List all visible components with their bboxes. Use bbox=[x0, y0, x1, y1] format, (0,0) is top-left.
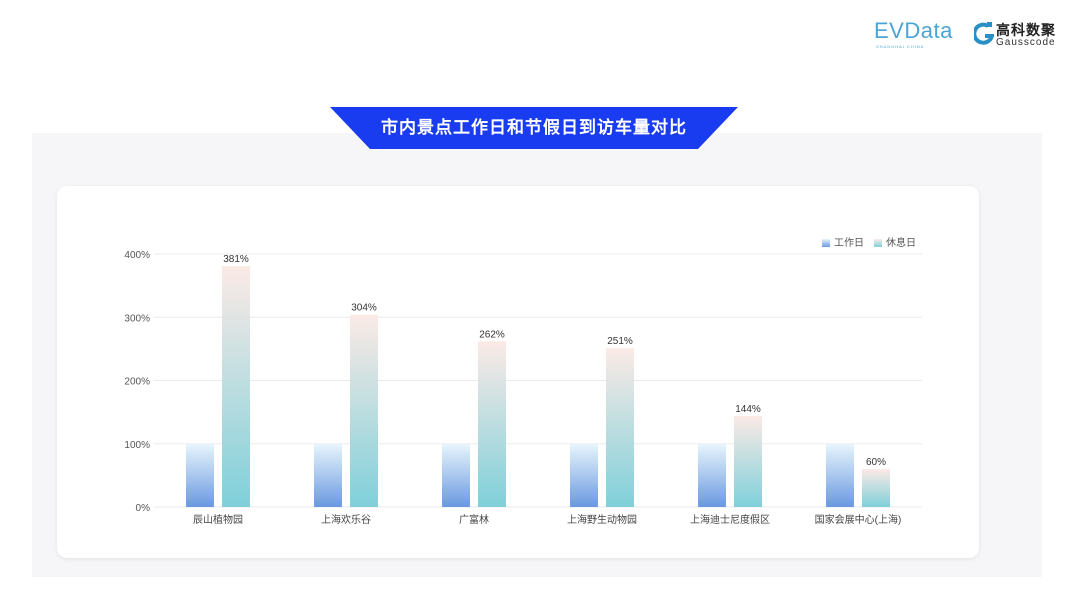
page-title: 市内景点工作日和节假日到访车量对比 bbox=[381, 118, 687, 137]
bar-workday bbox=[698, 443, 726, 507]
gausscode-logo: 高科数聚 Gausscode bbox=[974, 20, 1064, 50]
gausscode-logo-icon bbox=[974, 22, 994, 45]
gausscode-logo-cn: 高科数聚 bbox=[996, 22, 1056, 38]
y-tick-label: 300% bbox=[124, 313, 150, 324]
evdata-logo: EVData SHANGHAI CHINA bbox=[874, 18, 953, 49]
data-label: 262% bbox=[479, 329, 505, 340]
evdata-logo-sub: SHANGHAI CHINA bbox=[876, 44, 925, 49]
bar-holiday bbox=[478, 341, 506, 507]
title-banner bbox=[330, 107, 738, 149]
data-label: 144% bbox=[735, 404, 761, 415]
y-tick-label: 200% bbox=[124, 377, 150, 388]
bar-holiday bbox=[606, 348, 634, 507]
data-label: 381% bbox=[223, 254, 249, 265]
x-tick-label: 广富林 bbox=[459, 513, 489, 526]
bar-holiday bbox=[862, 469, 890, 507]
bar-workday bbox=[442, 443, 470, 507]
data-label: 304% bbox=[351, 303, 377, 314]
legend-item-workday[interactable]: 工作日 bbox=[822, 234, 864, 249]
legend: 工作日 休息日 bbox=[822, 234, 916, 249]
x-tick-label: 上海迪士尼度假区 bbox=[690, 513, 770, 526]
data-label: 60% bbox=[866, 457, 886, 468]
x-tick-label: 上海欢乐谷 bbox=[321, 513, 371, 526]
y-tick-label: 0% bbox=[136, 503, 151, 514]
legend-label: 工作日 bbox=[834, 238, 864, 249]
y-tick-label: 400% bbox=[124, 250, 150, 261]
evdata-logo-text: EVData bbox=[874, 18, 953, 43]
bar-holiday bbox=[350, 314, 378, 507]
bar-workday bbox=[570, 443, 598, 507]
y-tick-label: 100% bbox=[124, 440, 150, 451]
gausscode-logo-en: Gausscode bbox=[996, 37, 1056, 48]
legend-label: 休息日 bbox=[886, 238, 916, 249]
legend-item-holiday[interactable]: 休息日 bbox=[874, 234, 916, 249]
x-tick-label: 辰山植物园 bbox=[193, 513, 243, 526]
bar-workday bbox=[186, 443, 214, 507]
bar-workday bbox=[314, 443, 342, 507]
x-tick-label: 国家会展中心(上海) bbox=[815, 513, 902, 526]
bar-workday bbox=[826, 443, 854, 507]
x-tick-label: 上海野生动物园 bbox=[567, 513, 637, 526]
bar-holiday bbox=[734, 415, 762, 507]
data-label: 251% bbox=[607, 336, 633, 347]
bar-holiday bbox=[222, 266, 250, 507]
